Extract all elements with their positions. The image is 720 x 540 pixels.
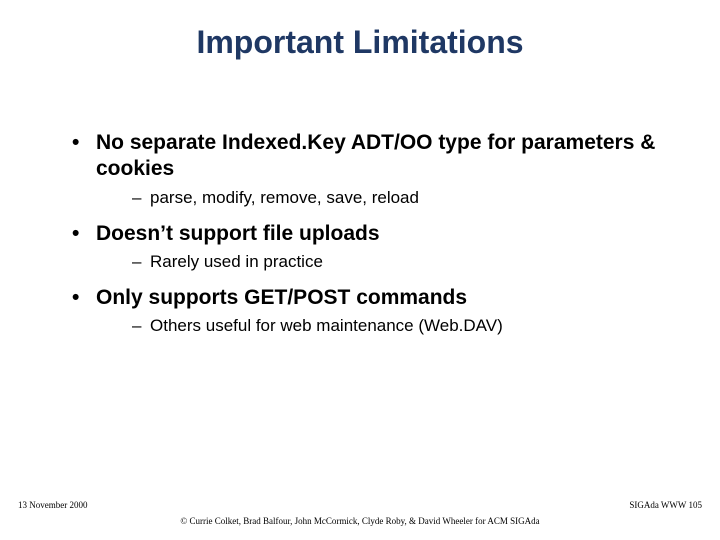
sub-bullet-list: parse, modify, remove, save, reload: [96, 187, 660, 209]
sub-bullet-text: Others useful for web maintenance (Web.D…: [150, 316, 503, 335]
bullet-list: No separate Indexed.Key ADT/OO type for …: [72, 130, 660, 337]
sub-bullet-item: parse, modify, remove, save, reload: [132, 187, 660, 209]
bullet-item: No separate Indexed.Key ADT/OO type for …: [72, 130, 660, 209]
slide: Important Limitations No separate Indexe…: [0, 0, 720, 540]
footer-date: 13 November 2000: [18, 500, 88, 510]
sub-bullet-list: Others useful for web maintenance (Web.D…: [96, 315, 660, 337]
slide-title: Important Limitations: [0, 24, 720, 61]
bullet-item: Doesn’t support file uploads Rarely used…: [72, 221, 660, 273]
sub-bullet-text: Rarely used in practice: [150, 252, 323, 271]
sub-bullet-text: parse, modify, remove, save, reload: [150, 188, 419, 207]
sub-bullet-list: Rarely used in practice: [96, 251, 660, 273]
bullet-item: Only supports GET/POST commands Others u…: [72, 285, 660, 337]
slide-body: No separate Indexed.Key ADT/OO type for …: [72, 130, 660, 349]
bullet-text: No separate Indexed.Key ADT/OO type for …: [96, 131, 655, 180]
footer-pagelabel: SIGAda WWW 105: [629, 500, 702, 510]
bullet-text: Doesn’t support file uploads: [96, 222, 380, 245]
sub-bullet-item: Rarely used in practice: [132, 251, 660, 273]
footer-copyright: © Currie Colket, Brad Balfour, John McCo…: [0, 516, 720, 526]
sub-bullet-item: Others useful for web maintenance (Web.D…: [132, 315, 660, 337]
bullet-text: Only supports GET/POST commands: [96, 286, 467, 309]
